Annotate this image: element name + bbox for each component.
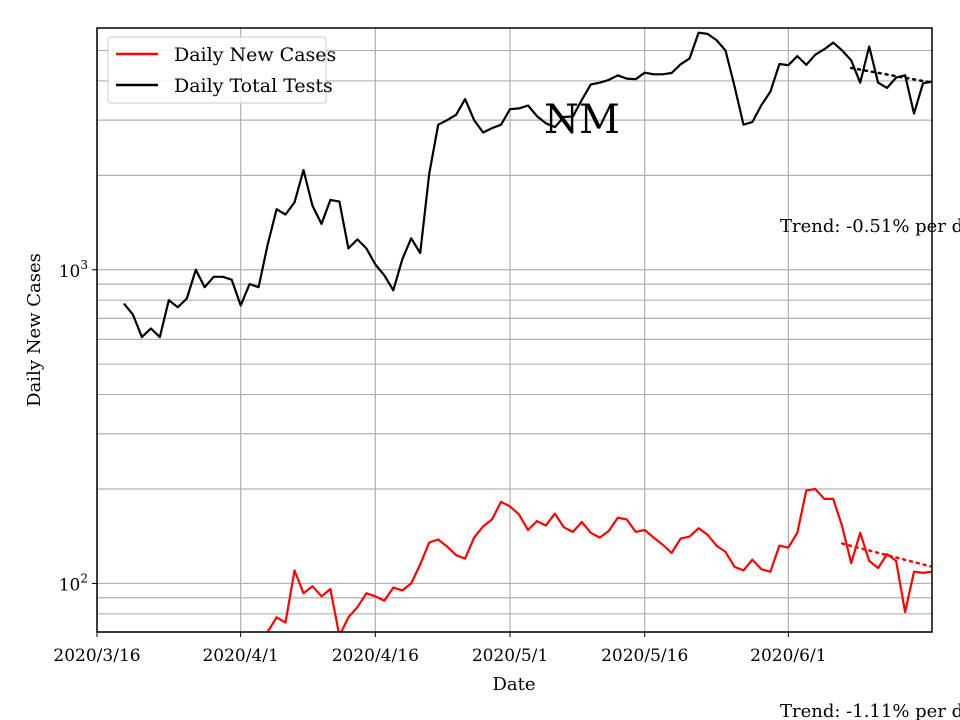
series-layer (123, 31, 932, 632)
axis-layer: Date Daily New Cases 102 103 2020/3/16 2020… (24, 253, 827, 695)
series-line-daily-new-cases (266, 487, 932, 632)
chart-title: NM (544, 97, 620, 143)
grid-layer (96, 28, 932, 633)
legend: Daily New Cases Daily Total Tests (107, 36, 336, 104)
series-line-daily-total-tests (123, 31, 932, 339)
y-axis-label: Daily New Cases (24, 253, 45, 407)
x-tick-label: 2020/3/16 (53, 646, 140, 666)
y-tick-label: 103 (59, 258, 88, 282)
legend-box (107, 36, 327, 104)
trend-line-daily-total-tests (849, 66, 932, 84)
legend-label-daily-total-tests: Daily Total Tests (174, 75, 333, 97)
x-axis-label: Date (492, 674, 535, 695)
x-tick-label: 2020/5/16 (601, 646, 688, 666)
trend-label-daily-new-cases: Trend: -1.11% per day (780, 701, 960, 720)
trend-label-daily-total-tests: Trend: -0.51% per day (780, 216, 960, 237)
legend-label-daily-new-cases: Daily New Cases (174, 44, 336, 66)
x-tick-label: 2020/6/1 (750, 646, 826, 666)
trend-line-daily-new-cases (840, 542, 932, 569)
x-tick-label: 2020/4/1 (202, 646, 278, 666)
x-tick-label: 2020/4/16 (332, 646, 419, 666)
x-tick-label: 2020/5/1 (472, 646, 548, 666)
y-tick-label: 102 (59, 571, 88, 595)
plot-frame (96, 27, 933, 633)
annotation-layer: NM Trend: -1.11% per day Trend: -0.51% pe… (544, 97, 960, 720)
